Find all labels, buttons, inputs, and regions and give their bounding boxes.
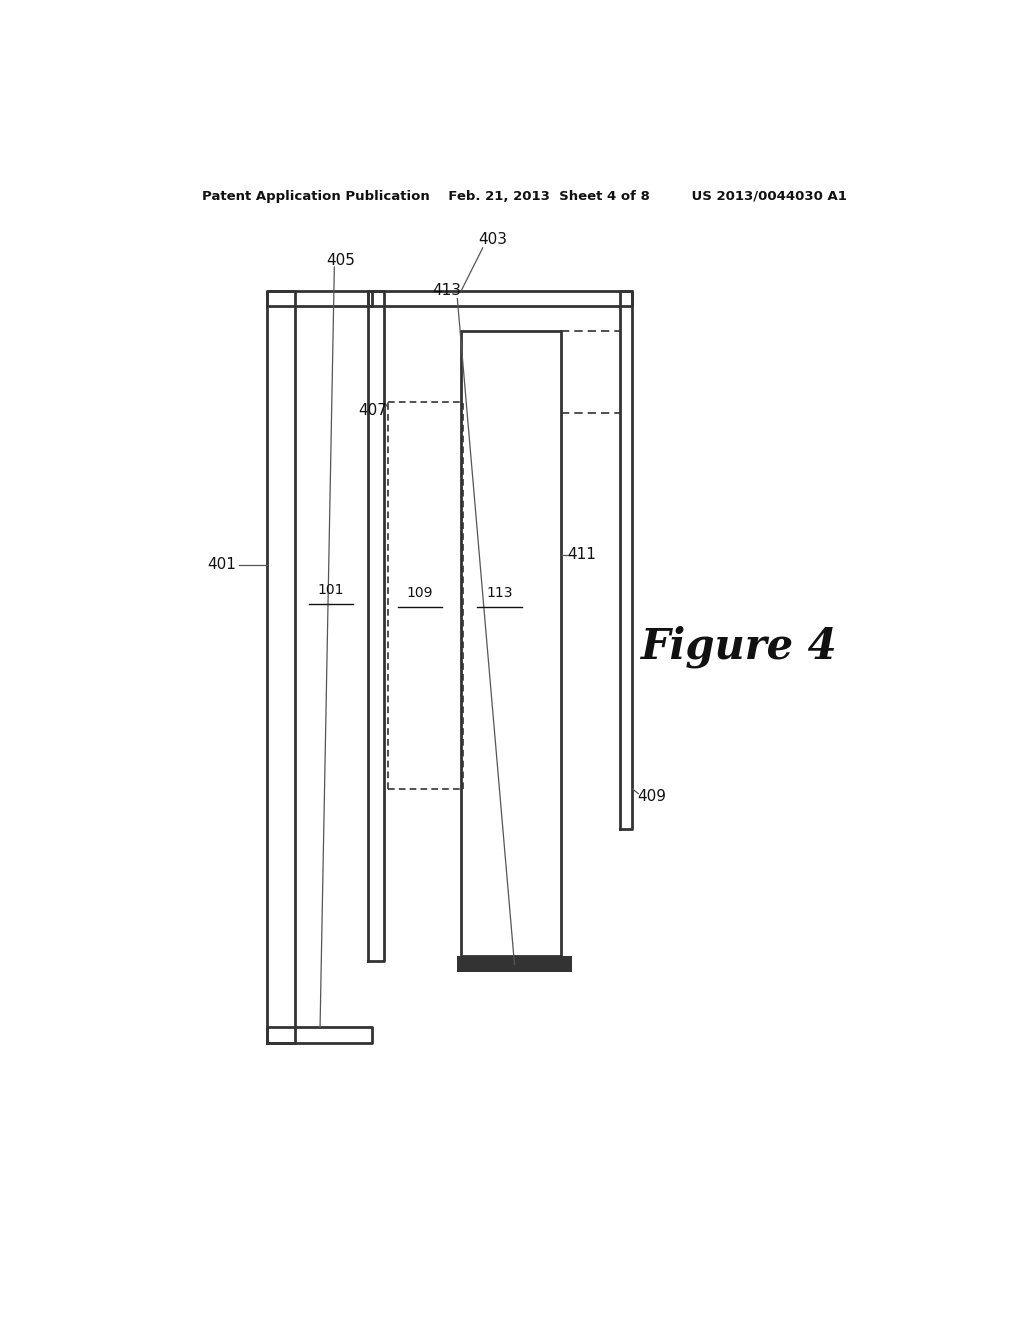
Bar: [458, 956, 572, 972]
Text: 101: 101: [317, 583, 344, 598]
Text: 403: 403: [478, 232, 508, 247]
Text: 401: 401: [207, 557, 237, 573]
Text: Patent Application Publication    Feb. 21, 2013  Sheet 4 of 8         US 2013/00: Patent Application Publication Feb. 21, …: [203, 190, 847, 202]
Text: 409: 409: [637, 789, 667, 804]
Text: 411: 411: [567, 548, 596, 562]
Text: 113: 113: [486, 586, 513, 601]
Text: Figure 4: Figure 4: [641, 626, 838, 668]
Text: 413: 413: [432, 282, 462, 298]
Bar: [461, 331, 560, 956]
Text: 407: 407: [358, 403, 387, 418]
Text: 109: 109: [407, 586, 433, 601]
Text: 405: 405: [327, 252, 355, 268]
